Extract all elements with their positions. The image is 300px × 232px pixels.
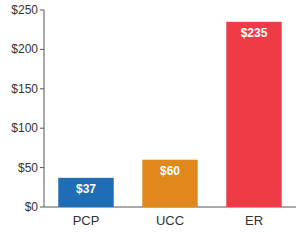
y-tick-label: $50 bbox=[18, 161, 38, 175]
bar bbox=[142, 160, 197, 207]
chart: $0 $50 $100 $150 $200 $250 $37 $60 $235 PCP UCC ER bbox=[0, 0, 300, 232]
x-tick-label: PCP bbox=[73, 213, 100, 228]
data-label: $37 bbox=[76, 182, 96, 196]
y-tick bbox=[40, 128, 44, 129]
y-tick bbox=[40, 10, 44, 11]
bar bbox=[58, 178, 113, 207]
y-tick-label: $100 bbox=[11, 121, 38, 135]
y-tick-label: $250 bbox=[11, 3, 38, 17]
y-tick-label: $200 bbox=[11, 42, 38, 56]
y-tick bbox=[40, 49, 44, 50]
y-tick bbox=[40, 207, 44, 208]
y-tick-label: $150 bbox=[11, 82, 38, 96]
x-tick-label: UCC bbox=[156, 213, 184, 228]
y-tick-label: $0 bbox=[25, 200, 39, 214]
x-tick-label: ER bbox=[245, 213, 263, 228]
bars bbox=[58, 22, 281, 207]
y-tick bbox=[40, 88, 44, 89]
y-tick bbox=[40, 167, 44, 168]
data-label: $235 bbox=[241, 26, 268, 40]
bar bbox=[226, 22, 281, 207]
y-axis bbox=[44, 10, 45, 207]
data-label: $60 bbox=[160, 164, 180, 178]
